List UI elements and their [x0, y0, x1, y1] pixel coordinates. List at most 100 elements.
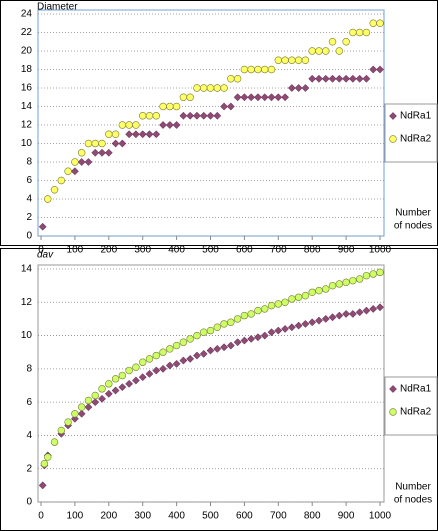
- point: [131, 376, 140, 385]
- point: [369, 65, 378, 74]
- y-tick-label: 10: [21, 138, 33, 149]
- point: [315, 74, 323, 83]
- legend-marker: [389, 112, 397, 120]
- point: [254, 93, 262, 102]
- point: [226, 341, 235, 350]
- point: [281, 324, 290, 333]
- point: [98, 394, 106, 403]
- y-tick-label: 2: [26, 463, 32, 474]
- y-tick-label: 6: [26, 397, 32, 408]
- point: [308, 288, 316, 296]
- point: [240, 311, 249, 320]
- legend-label: NdRa1: [400, 384, 432, 395]
- point: [355, 74, 364, 83]
- y-tick-label: 8: [26, 157, 32, 168]
- x-tick-label: 400: [168, 511, 185, 522]
- point: [220, 84, 228, 92]
- legend-marker: [389, 408, 397, 416]
- point: [40, 460, 49, 468]
- point: [349, 276, 357, 285]
- y-tick-label: 24: [21, 9, 33, 20]
- point: [77, 409, 86, 418]
- point: [139, 112, 147, 120]
- y-tick-label: 0: [26, 231, 32, 242]
- point: [328, 74, 337, 83]
- point: [152, 112, 160, 120]
- point: [172, 102, 181, 111]
- point: [274, 300, 282, 308]
- y-tick-label: 6: [26, 175, 32, 186]
- point: [172, 359, 181, 368]
- point: [247, 65, 255, 74]
- point: [57, 426, 66, 435]
- y-tick-label: 20: [21, 46, 33, 57]
- point: [159, 348, 167, 356]
- point: [166, 102, 174, 111]
- x-tick-label: 100: [67, 245, 84, 256]
- x-tick-label: 800: [304, 511, 321, 522]
- point: [111, 130, 120, 138]
- point: [301, 291, 310, 300]
- point: [328, 313, 337, 322]
- point: [131, 130, 140, 139]
- x-tick-label: 1000: [369, 245, 392, 256]
- point: [362, 74, 371, 83]
- point: [50, 186, 59, 194]
- point: [267, 328, 276, 337]
- point: [193, 331, 201, 340]
- point: [145, 112, 154, 120]
- x-tick-label: 100: [67, 511, 84, 522]
- point: [206, 111, 215, 120]
- point: [294, 321, 303, 330]
- point: [84, 158, 93, 166]
- point: [64, 418, 72, 426]
- point: [138, 130, 147, 139]
- point: [98, 148, 106, 157]
- point: [260, 331, 269, 340]
- point: [186, 335, 194, 343]
- point: [125, 366, 133, 375]
- point: [261, 305, 269, 313]
- point: [288, 56, 296, 64]
- point: [200, 328, 208, 336]
- x-axis-label: Number: [395, 208, 431, 219]
- point: [294, 84, 303, 92]
- point: [287, 323, 296, 332]
- point: [57, 176, 66, 185]
- y-tick-label: 2: [26, 212, 32, 223]
- x-tick-label: 500: [202, 245, 219, 256]
- point: [145, 355, 154, 363]
- point: [213, 344, 222, 353]
- point: [301, 56, 310, 64]
- point: [199, 111, 208, 120]
- x-tick-label: 1000: [369, 511, 392, 522]
- x-tick-label: 800: [304, 245, 321, 256]
- point: [186, 93, 194, 101]
- x-tick-label: 700: [270, 245, 287, 256]
- chart-title: Diameter: [37, 2, 78, 13]
- point: [165, 361, 174, 370]
- point: [84, 139, 93, 148]
- x-tick-label: 600: [236, 245, 253, 256]
- point: [159, 364, 167, 373]
- point: [64, 167, 72, 175]
- point: [38, 481, 47, 490]
- y-tick-label: 14: [21, 264, 33, 275]
- x-tick-label: 700: [270, 511, 287, 522]
- point: [98, 385, 106, 393]
- x-tick-label: 0: [38, 511, 44, 522]
- point: [301, 319, 310, 328]
- point: [139, 358, 147, 366]
- point: [369, 270, 377, 278]
- y-tick-label: 4: [26, 430, 32, 441]
- point: [206, 346, 215, 355]
- panel-frame: [0, 248, 438, 531]
- point: [111, 386, 120, 395]
- point: [233, 315, 242, 323]
- point: [104, 148, 113, 157]
- point: [206, 326, 215, 335]
- point: [376, 268, 384, 277]
- point: [362, 306, 371, 315]
- point: [145, 130, 154, 139]
- x-tick-label: 500: [202, 511, 219, 522]
